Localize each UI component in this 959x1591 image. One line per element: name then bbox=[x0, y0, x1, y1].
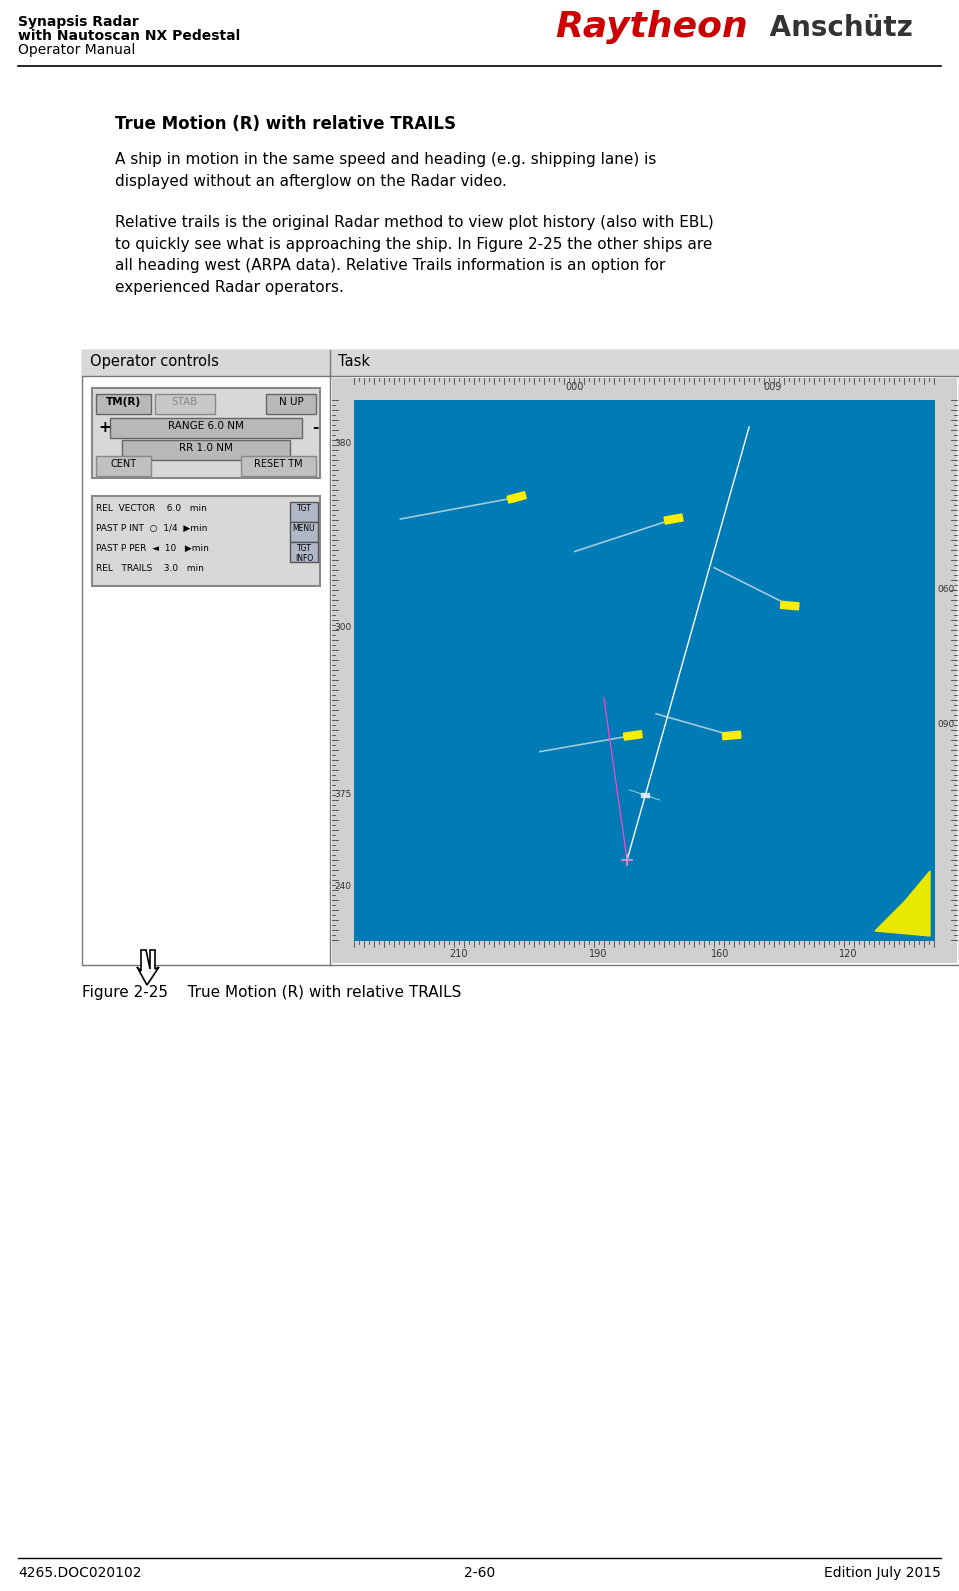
Bar bbox=[82, 350, 959, 966]
Text: REL  VECTOR    6.0   min: REL VECTOR 6.0 min bbox=[96, 504, 207, 512]
Text: 240: 240 bbox=[334, 883, 351, 891]
Bar bbox=[155, 395, 215, 414]
Text: Relative trails is the original Radar method to view plot history (also with EBL: Relative trails is the original Radar me… bbox=[115, 215, 713, 294]
Text: 380: 380 bbox=[334, 439, 351, 447]
Text: Edition July 2015: Edition July 2015 bbox=[824, 1566, 941, 1580]
Text: 009: 009 bbox=[763, 382, 782, 391]
Text: RANGE 6.0 NM: RANGE 6.0 NM bbox=[168, 422, 244, 431]
Polygon shape bbox=[664, 514, 683, 523]
Bar bbox=[92, 496, 320, 585]
Text: PAST P PER  ◄  10   ▶min: PAST P PER ◄ 10 ▶min bbox=[96, 544, 209, 554]
Text: -: - bbox=[312, 420, 318, 434]
Text: RR 1.0 NM: RR 1.0 NM bbox=[179, 442, 233, 453]
Text: +: + bbox=[98, 420, 110, 434]
Text: Operator controls: Operator controls bbox=[90, 355, 219, 369]
Text: Anschütz: Anschütz bbox=[760, 14, 913, 41]
Text: 090: 090 bbox=[938, 721, 955, 729]
Text: 120: 120 bbox=[838, 948, 857, 959]
Text: 375: 375 bbox=[334, 791, 351, 799]
Bar bbox=[110, 418, 302, 438]
Text: 000: 000 bbox=[566, 382, 584, 391]
Text: A ship in motion in the same speed and heading (e.g. shipping lane) is
displayed: A ship in motion in the same speed and h… bbox=[115, 153, 656, 189]
Text: TGT: TGT bbox=[296, 504, 312, 512]
Text: True Motion (R) with relative TRAILS: True Motion (R) with relative TRAILS bbox=[115, 115, 456, 134]
Text: Figure 2-25    True Motion (R) with relative TRAILS: Figure 2-25 True Motion (R) with relativ… bbox=[82, 985, 461, 1001]
Text: Synapsis Radar: Synapsis Radar bbox=[18, 14, 139, 29]
Text: TGT
INFO: TGT INFO bbox=[294, 544, 314, 563]
Bar bbox=[92, 388, 320, 477]
Text: Raytheon: Raytheon bbox=[555, 10, 748, 45]
Bar bbox=[290, 503, 318, 522]
Text: 4265.DOC020102: 4265.DOC020102 bbox=[18, 1566, 142, 1580]
Text: 2-60: 2-60 bbox=[464, 1566, 496, 1580]
Text: 210: 210 bbox=[450, 948, 468, 959]
Text: STAB: STAB bbox=[172, 398, 199, 407]
Text: 190: 190 bbox=[589, 948, 607, 959]
Polygon shape bbox=[623, 730, 643, 740]
Text: PAST P INT  ○  1/4  ▶min: PAST P INT ○ 1/4 ▶min bbox=[96, 523, 207, 533]
Polygon shape bbox=[137, 950, 159, 985]
Bar bbox=[290, 543, 318, 562]
Text: 060: 060 bbox=[938, 585, 955, 593]
Text: RESET TM: RESET TM bbox=[254, 458, 303, 469]
Bar bbox=[332, 379, 957, 963]
Text: TM(R): TM(R) bbox=[105, 398, 141, 407]
Bar bbox=[96, 395, 151, 414]
Text: CENT: CENT bbox=[110, 458, 136, 469]
Text: 300: 300 bbox=[334, 622, 351, 632]
Text: Task: Task bbox=[338, 355, 370, 369]
Text: Operator Manual: Operator Manual bbox=[18, 43, 135, 57]
Polygon shape bbox=[641, 792, 648, 797]
Bar bbox=[122, 441, 290, 460]
Polygon shape bbox=[507, 492, 526, 503]
Polygon shape bbox=[875, 870, 930, 936]
Bar bbox=[354, 399, 935, 940]
Text: 160: 160 bbox=[711, 948, 729, 959]
Bar bbox=[82, 350, 959, 375]
Bar bbox=[96, 457, 151, 476]
Bar bbox=[241, 457, 316, 476]
Bar bbox=[266, 395, 316, 414]
Text: N UP: N UP bbox=[279, 398, 303, 407]
Polygon shape bbox=[781, 601, 799, 609]
Text: with Nautoscan NX Pedestal: with Nautoscan NX Pedestal bbox=[18, 29, 241, 43]
Polygon shape bbox=[722, 732, 741, 740]
Text: REL   TRAILS    3.0   min: REL TRAILS 3.0 min bbox=[96, 563, 204, 573]
Text: MENU: MENU bbox=[292, 523, 316, 533]
Bar bbox=[290, 522, 318, 543]
